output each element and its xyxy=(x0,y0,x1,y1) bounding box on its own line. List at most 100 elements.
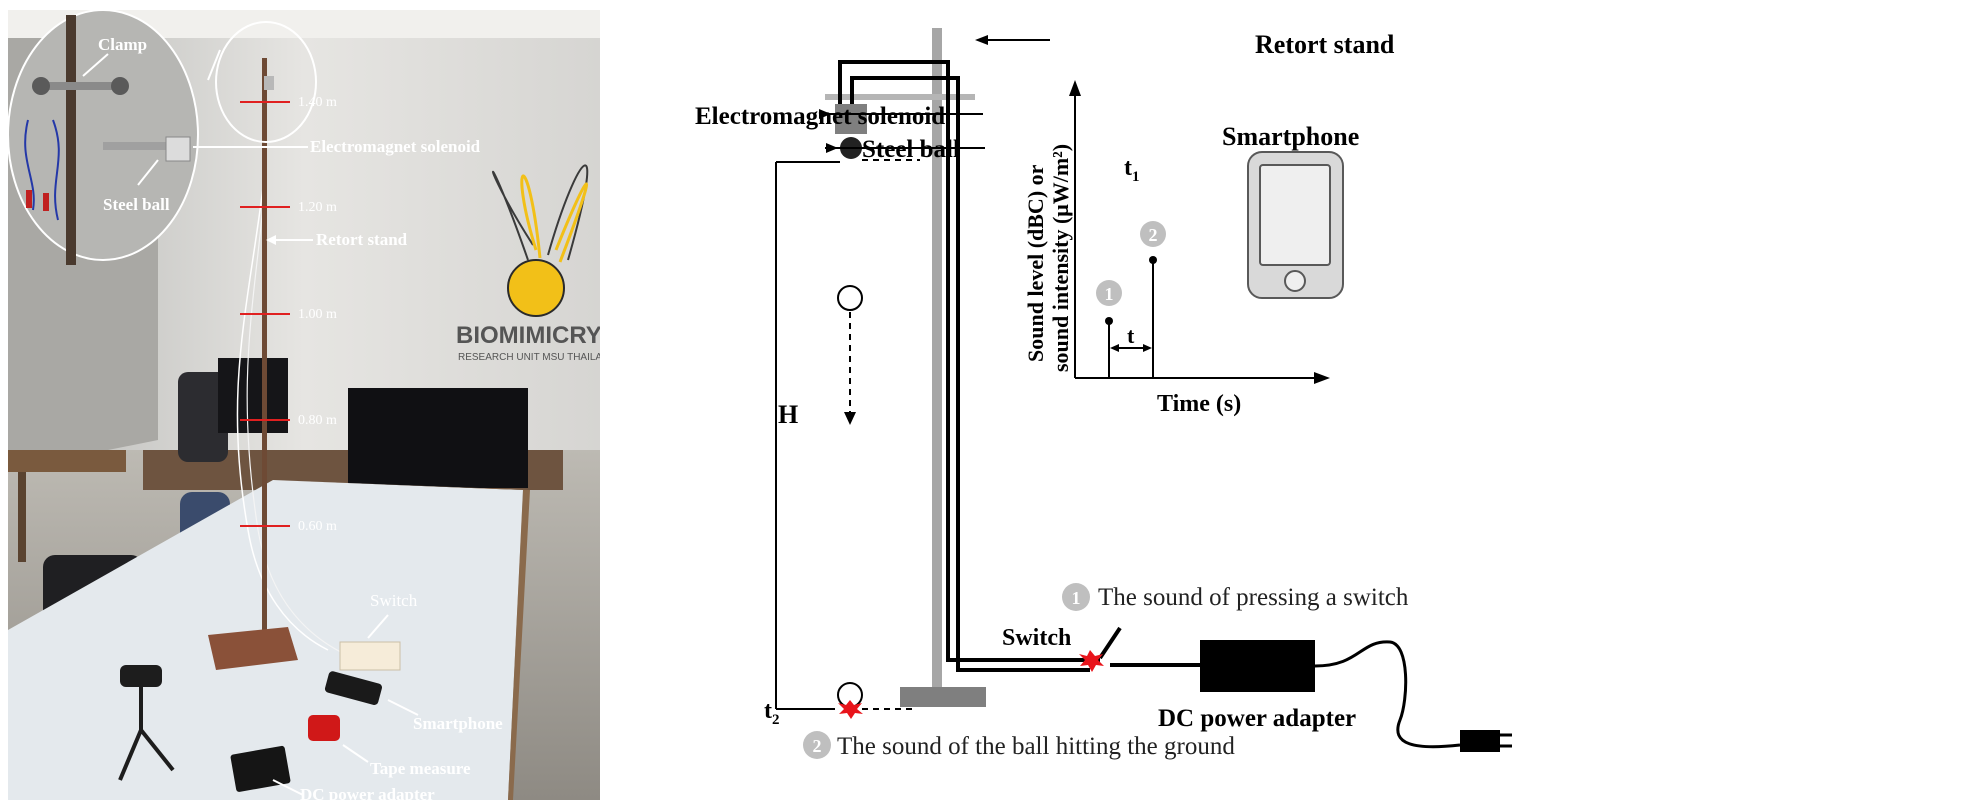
camera xyxy=(120,665,162,687)
diagram-label-retort-stand: Retort stand xyxy=(1255,30,1395,59)
dc-adapter-box xyxy=(1200,640,1315,692)
photo-label-tape-measure: Tape measure xyxy=(370,759,471,778)
photo-label-solenoid: Electromagnet solenoid xyxy=(310,137,481,156)
inset-connector xyxy=(26,190,32,208)
arrow-head xyxy=(1143,344,1152,352)
zoom-circle-small xyxy=(215,21,317,143)
photo-label-steel-ball: Steel ball xyxy=(103,195,170,214)
arrow-head xyxy=(266,235,276,245)
inset-wire-blue xyxy=(52,119,60,221)
arrow-head xyxy=(1314,372,1330,384)
pointer-line xyxy=(82,53,109,77)
arrow-head xyxy=(1069,80,1081,96)
diagram-label-switch: Switch xyxy=(1002,625,1071,651)
diagram-label-solenoid: Electromagnet solenoid xyxy=(695,103,945,130)
wire-inner xyxy=(850,76,1090,672)
switch-box xyxy=(339,641,401,671)
caption-2-marker xyxy=(803,731,831,759)
pointer-line xyxy=(272,779,304,796)
height-marks: 1.40 m 1.20 m 1.00 m 0.80 m 0.60 m xyxy=(240,95,337,534)
solenoid-small xyxy=(264,76,274,90)
plug-icon xyxy=(1460,730,1500,752)
tv-monitor xyxy=(348,388,528,488)
arrow-head xyxy=(844,412,856,425)
inset-connector xyxy=(43,193,49,211)
retort-stand-base xyxy=(208,627,298,670)
switch-burst-icon xyxy=(1079,650,1104,672)
logo-name: BIOMIMICRY xyxy=(456,322,600,349)
graph-marker-1 xyxy=(1096,280,1122,306)
graph-spike-1-tip xyxy=(1105,317,1113,325)
caption-2-number: 2 xyxy=(813,736,822,756)
gaming-chair xyxy=(178,372,228,462)
height-mark-label: 0.60 m xyxy=(298,519,337,534)
caption-1-text: The sound of pressing a switch xyxy=(1098,584,1409,611)
photo-label-dc-adapter: DC power adapter xyxy=(300,785,435,800)
photo-label-smartphone: Smartphone xyxy=(413,714,503,733)
photo-label-retort-stand: Retort stand xyxy=(316,230,408,249)
graph-marker-1-label: 1 xyxy=(1105,284,1114,304)
height-mark-label: 1.40 m xyxy=(298,95,337,110)
retort-stand-pole xyxy=(932,28,942,696)
tape-measure-object xyxy=(308,715,340,741)
height-mark-label: 1.00 m xyxy=(298,307,337,322)
graph-xlabel: Time (s) xyxy=(1157,391,1241,417)
experiment-photo: BIOMIMICRY RESEARCH UNIT MSU THAILAND 1.… xyxy=(8,10,600,800)
smartphone-home-button xyxy=(1284,270,1306,292)
arrow-head xyxy=(1110,344,1119,352)
photo-label-clamp: Clamp xyxy=(98,35,147,54)
arrow-head xyxy=(819,109,831,119)
photo-panel: BIOMIMICRY RESEARCH UNIT MSU THAILAND 1.… xyxy=(8,10,600,800)
caption-1-marker xyxy=(1062,583,1090,611)
pointer-line xyxy=(207,49,221,81)
height-mark-label: 1.20 m xyxy=(298,200,337,215)
inset-clamp-knob xyxy=(32,77,50,95)
zoom-inset xyxy=(8,10,199,265)
inset-solenoid xyxy=(165,136,191,162)
solenoid-block xyxy=(835,104,867,134)
photo-label-switch: Switch xyxy=(370,591,418,610)
falling-ball xyxy=(837,285,863,311)
diagram-panel: Retort stand Electromagnet solenoid Stee… xyxy=(600,0,1961,800)
pointer-line xyxy=(137,159,159,186)
inset-holder xyxy=(103,142,173,150)
smartphone-object xyxy=(324,671,382,705)
pointer-line xyxy=(367,614,389,639)
impact-burst-icon xyxy=(838,700,863,719)
graph-interval-label: t xyxy=(1127,323,1135,348)
diagram-label-steel-ball: Steel ball xyxy=(862,136,960,163)
graph-marker-2 xyxy=(1140,221,1166,247)
arrow-head xyxy=(826,143,838,153)
graph-ylabel-line2: sound intensity (μW/m²) xyxy=(1048,144,1073,372)
smartphone-screen xyxy=(1259,164,1331,266)
cable xyxy=(246,169,359,661)
caption-1-number: 1 xyxy=(1072,588,1081,608)
height-mark-label: 0.80 m xyxy=(298,413,337,428)
sound-graph: Sound level (dBC) or sound intensity (μW… xyxy=(1023,80,1330,417)
arrow-head xyxy=(975,35,988,45)
tripod-leg xyxy=(139,728,175,772)
inset-wire-blue xyxy=(24,119,35,211)
logo-subtitle: RESEARCH UNIT MSU THAILAND xyxy=(458,352,600,363)
graph-spike-2-tip xyxy=(1149,256,1157,264)
retort-stand-base xyxy=(900,687,986,707)
inset-rod xyxy=(66,15,76,265)
clamp-arm xyxy=(825,94,975,100)
graph-ylabel-line1: Sound level (dBC) or xyxy=(1023,164,1048,362)
wall-logo: BIOMIMICRY RESEARCH UNIT MSU THAILAND xyxy=(456,164,600,363)
retort-stand-rod xyxy=(262,58,267,638)
diagram-label-t1: t1 xyxy=(1124,155,1140,185)
wire-outer xyxy=(838,60,1090,662)
tripod-leg xyxy=(118,729,143,781)
desk-left xyxy=(8,450,126,472)
switch-lever xyxy=(1098,626,1122,660)
diagram-label-dc-adapter: DC power adapter xyxy=(1158,705,1356,732)
inset-clamp-knob xyxy=(111,77,129,95)
caption-2-text: The sound of the ball hitting the ground xyxy=(837,733,1235,760)
diagram-label-smartphone: Smartphone xyxy=(1222,122,1359,151)
inset-clamp-arm xyxy=(36,82,126,90)
diagram-label-t2: t2 xyxy=(764,698,780,728)
pointer-line xyxy=(387,699,419,716)
desk-leg xyxy=(18,472,26,562)
cable xyxy=(236,179,329,651)
